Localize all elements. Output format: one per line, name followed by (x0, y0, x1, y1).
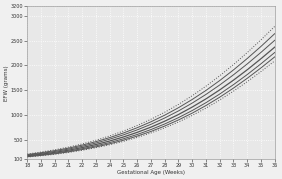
Y-axis label: EFW (grams): EFW (grams) (4, 65, 9, 101)
X-axis label: Gestational Age (Weeks): Gestational Age (Weeks) (117, 170, 185, 175)
